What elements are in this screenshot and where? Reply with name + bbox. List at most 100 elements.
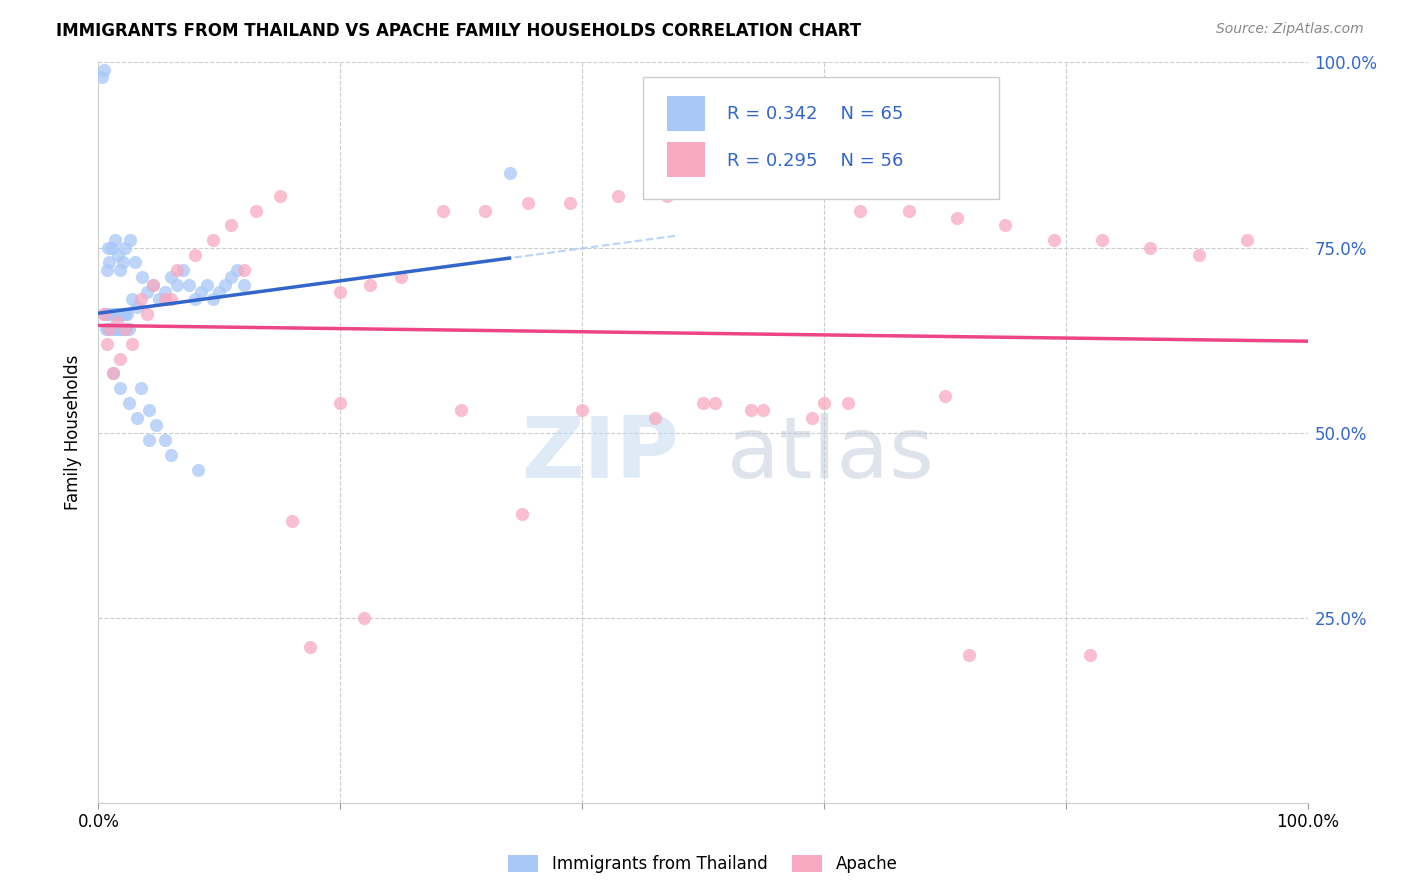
Point xyxy=(101,367,124,381)
Point xyxy=(108,322,131,336)
Point xyxy=(571,403,593,417)
Point xyxy=(245,203,267,218)
Point xyxy=(107,248,129,262)
Point xyxy=(692,396,714,410)
Point xyxy=(94,322,117,336)
Point xyxy=(221,219,243,233)
Y-axis label: Family Households: Family Households xyxy=(65,355,83,510)
FancyBboxPatch shape xyxy=(643,78,1000,200)
Point xyxy=(93,62,115,77)
Point xyxy=(114,307,136,321)
Point xyxy=(142,277,165,292)
Point xyxy=(112,322,135,336)
Point xyxy=(179,277,201,292)
FancyBboxPatch shape xyxy=(666,95,706,131)
Point xyxy=(127,300,149,314)
Point xyxy=(118,322,141,336)
Point xyxy=(1078,648,1101,662)
Point xyxy=(93,307,115,321)
Point xyxy=(96,336,118,351)
Point xyxy=(195,277,218,292)
Point xyxy=(166,277,188,292)
Text: R = 0.342    N = 65: R = 0.342 N = 65 xyxy=(727,104,904,122)
Point xyxy=(160,293,183,307)
Point xyxy=(104,307,127,321)
Point xyxy=(558,196,581,211)
Point xyxy=(934,388,956,402)
Point xyxy=(849,203,872,218)
Point xyxy=(104,233,127,247)
Point xyxy=(498,166,520,180)
Legend: Immigrants from Thailand, Apache: Immigrants from Thailand, Apache xyxy=(502,848,904,880)
Point xyxy=(96,262,118,277)
Point xyxy=(1236,233,1258,247)
Point xyxy=(837,396,859,410)
Point xyxy=(208,285,231,299)
Point xyxy=(655,188,678,202)
Point xyxy=(115,322,138,336)
Point xyxy=(121,336,143,351)
Point xyxy=(117,307,139,321)
Point xyxy=(450,403,472,417)
Point xyxy=(202,293,225,307)
Point xyxy=(329,396,352,410)
Point xyxy=(114,240,136,255)
Point xyxy=(153,293,176,307)
Point xyxy=(124,255,146,269)
Point xyxy=(1042,233,1064,247)
Point xyxy=(111,307,134,321)
Point xyxy=(281,515,304,529)
Point xyxy=(389,270,412,285)
Point xyxy=(108,307,131,321)
Point xyxy=(129,381,152,395)
Point xyxy=(644,410,666,425)
Point xyxy=(897,203,920,218)
Point xyxy=(329,285,352,299)
Point xyxy=(100,322,122,336)
Point xyxy=(105,314,128,328)
Point xyxy=(111,255,134,269)
Point xyxy=(432,203,454,218)
Point xyxy=(299,640,322,655)
Point xyxy=(110,322,132,336)
Point xyxy=(93,307,115,321)
Point xyxy=(232,262,254,277)
Text: IMMIGRANTS FROM THAILAND VS APACHE FAMILY HOUSEHOLDS CORRELATION CHART: IMMIGRANTS FROM THAILAND VS APACHE FAMIL… xyxy=(56,22,862,40)
Point xyxy=(353,610,375,624)
Point xyxy=(103,322,125,336)
Point xyxy=(184,248,207,262)
Point xyxy=(607,188,630,202)
Point xyxy=(96,307,118,321)
Point xyxy=(740,403,762,417)
Point xyxy=(114,322,136,336)
Point xyxy=(127,410,149,425)
Text: ZIP: ZIP xyxy=(522,413,679,496)
Point xyxy=(108,351,131,366)
FancyBboxPatch shape xyxy=(666,142,706,178)
Point xyxy=(107,307,129,321)
Point xyxy=(108,381,131,395)
Point xyxy=(129,293,152,307)
Point xyxy=(135,285,157,299)
Text: Source: ZipAtlas.com: Source: ZipAtlas.com xyxy=(1216,22,1364,37)
Point xyxy=(160,270,183,285)
Point xyxy=(118,396,141,410)
Point xyxy=(91,70,114,85)
Point xyxy=(97,322,120,336)
Point xyxy=(101,307,124,321)
Text: atlas: atlas xyxy=(727,413,935,496)
Point xyxy=(510,507,533,521)
Point xyxy=(214,277,236,292)
Point xyxy=(138,433,160,447)
Point xyxy=(1188,248,1211,262)
Point xyxy=(145,418,167,433)
Point xyxy=(121,293,143,307)
Point xyxy=(118,233,141,247)
Point xyxy=(994,219,1017,233)
Point xyxy=(221,270,243,285)
Point xyxy=(360,277,382,292)
Point xyxy=(97,240,120,255)
Point xyxy=(105,322,128,336)
Point xyxy=(153,285,176,299)
Point xyxy=(1091,233,1114,247)
